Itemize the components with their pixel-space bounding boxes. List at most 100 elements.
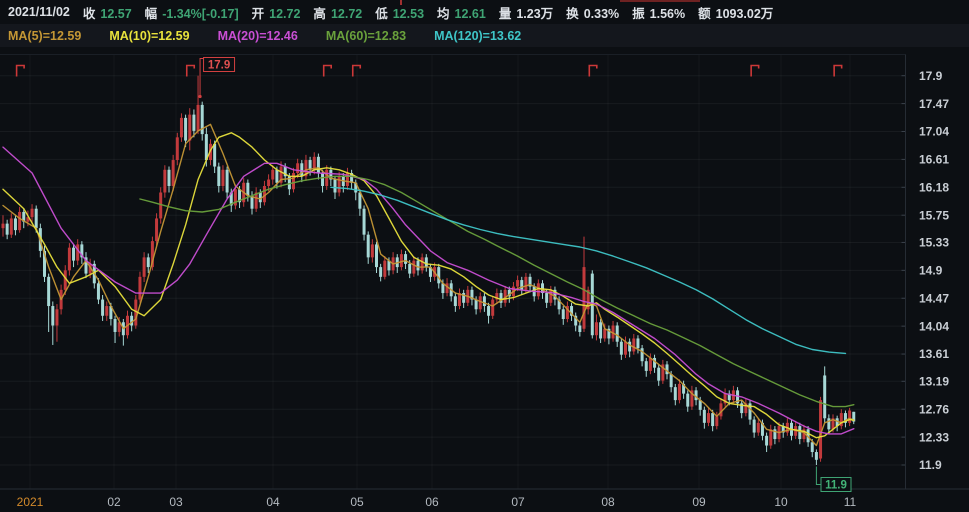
event-flag-icon[interactable] [351, 64, 362, 77]
y-axis-label: 15.75 [919, 208, 949, 222]
ma-legend-item[interactable]: MA(20)=12.46 [217, 28, 298, 43]
candle-body [611, 325, 615, 339]
candle-body [9, 218, 13, 235]
candle-body [607, 328, 611, 339]
candle-body [246, 182, 250, 196]
candle-body [155, 218, 159, 242]
candle-body [760, 422, 764, 436]
candle-body [823, 375, 827, 419]
quote-field-value: 12.53 [392, 6, 425, 21]
quote-field: 收 12.57 [83, 3, 132, 22]
candle-body [184, 117, 188, 141]
candle-body [171, 160, 175, 187]
candle-body [217, 166, 221, 187]
quote-field-label: 收 [82, 6, 96, 21]
candle-body [827, 418, 831, 430]
candle-body [582, 267, 586, 329]
candle-body [159, 192, 163, 219]
candle-body [852, 411, 856, 422]
candle-body [67, 247, 71, 271]
candle-body [271, 169, 275, 180]
candle-body [615, 325, 619, 342]
low-marker-box [820, 477, 852, 492]
info-bar: 2021/11/02 收 12.57 幅 -1.34%[-0.17] 开 12.72 高 12… [0, 0, 969, 24]
candle-body [806, 429, 810, 443]
ma-legend-item[interactable]: MA(120)=13.62 [434, 28, 522, 43]
ma-line-ma20 [2, 146, 855, 435]
y-axis-label: 12.76 [919, 402, 949, 416]
candle-body [51, 306, 55, 326]
event-flag-icon[interactable] [185, 64, 196, 77]
candle-body [578, 325, 582, 332]
candle-body [707, 413, 710, 423]
quote-field-label: 振 [632, 6, 645, 21]
quote-field-value: 12.57 [100, 6, 132, 21]
candle-body [644, 361, 648, 371]
candle-body [520, 280, 524, 290]
ma-line-ma60 [139, 175, 855, 408]
candle-body [756, 422, 760, 433]
y-axis-label: 12.33 [919, 430, 949, 444]
y-axis-label: 11.9 [919, 458, 942, 472]
candle-body [673, 387, 677, 401]
candle-body [254, 192, 258, 209]
candle-body [636, 338, 640, 349]
candle-body [574, 315, 578, 326]
candle-body [628, 341, 632, 352]
candle-body [362, 208, 366, 235]
candle-body [499, 293, 503, 303]
ma-legend-item[interactable]: MA(5)=12.59 [8, 28, 82, 43]
ma-legend-item[interactable]: MA(60)=12.83 [325, 28, 407, 43]
candle-body [516, 280, 520, 287]
candle-body [462, 293, 466, 303]
quote-field-value: 12.72 [330, 6, 363, 21]
candle-body [686, 393, 690, 407]
candle-body [752, 419, 756, 433]
candle-body [428, 267, 432, 277]
candle-body [474, 299, 478, 310]
candle-body [624, 341, 627, 355]
candle-body [802, 429, 806, 440]
event-flag-icon[interactable] [15, 64, 25, 77]
high-marker-label: 17.9 [208, 59, 230, 71]
candle-body [72, 247, 76, 261]
candle-body [275, 169, 279, 183]
minimap-range-indicator[interactable] [620, 0, 700, 2]
quote-field-label: 额 [698, 6, 711, 21]
x-axis-label: 06 [425, 495, 439, 509]
quote-field: 均 12.61 [437, 3, 486, 22]
candle-body [225, 169, 229, 193]
candle-body [765, 435, 769, 446]
candle-body [192, 114, 196, 131]
candle-body [101, 299, 105, 316]
candle-body [744, 403, 748, 414]
event-flag-icon[interactable] [588, 64, 598, 77]
candle-body [553, 289, 557, 300]
candle-body [175, 137, 179, 161]
candle-body [545, 293, 549, 303]
candle-body [661, 364, 665, 381]
event-flag-icon[interactable] [322, 64, 332, 77]
candle-body [478, 296, 482, 310]
y-axis-label: 14.04 [919, 319, 949, 333]
candle-body [528, 276, 532, 287]
candle-body [26, 217, 30, 222]
candle-body [366, 234, 370, 258]
date-label: 2021/11/02 [8, 5, 70, 19]
event-flag-icon[interactable] [833, 64, 843, 77]
candle-body [316, 156, 320, 174]
x-axis-label: 11 [844, 495, 857, 509]
candle-body [146, 257, 150, 268]
candle-body [283, 166, 287, 177]
candle-body [424, 257, 428, 268]
candle-body [470, 289, 474, 300]
candle-body [304, 160, 308, 177]
candle-body [416, 260, 420, 271]
candle-body [561, 309, 565, 320]
candle-body [345, 173, 349, 187]
quote-field: 开 12.72 [252, 3, 301, 22]
candle-body [105, 306, 109, 316]
ma-legend-item[interactable]: MA(10)=12.59 [109, 28, 190, 43]
event-flag-icon[interactable] [750, 64, 760, 77]
